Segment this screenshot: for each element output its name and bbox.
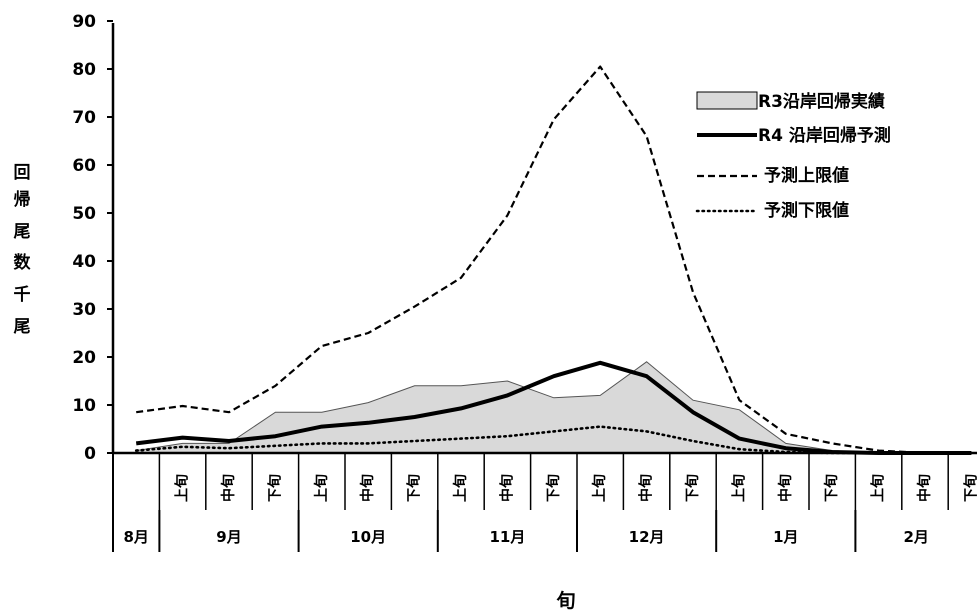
month-label: 11月 xyxy=(489,528,525,546)
y-tick-label: 80 xyxy=(72,60,96,80)
y-tick-label: 0 xyxy=(84,444,96,464)
dekad-label: 下旬 xyxy=(406,474,423,502)
month-label: 9月 xyxy=(216,528,241,546)
y-axis-label-char: 数 xyxy=(14,252,32,273)
y-tick-label: 60 xyxy=(72,156,96,176)
y-tick-label: 10 xyxy=(72,396,96,416)
x-axis-table: 上旬 中旬 下旬 上旬 中旬 下旬 上旬 中旬 下旬 上旬 中旬 下旬 上旬 中旬 下旬 上旬 中旬 下旬 8月 9月… xyxy=(112,453,977,552)
series-area xyxy=(136,361,972,453)
dekad-label: 中旬 xyxy=(220,474,237,502)
y-axis-unit-char: 千 xyxy=(14,285,31,305)
y-tick-label: 20 xyxy=(72,348,96,368)
legend-swatch-area xyxy=(696,91,758,110)
dekad-label: 上旬 xyxy=(174,474,191,502)
y-tick-layer: 0 10 20 30 40 50 60 70 80 90 xyxy=(72,12,113,464)
y-axis-title: 回 帰 尾 数 千 尾 xyxy=(14,163,32,337)
dekad-label: 下旬 xyxy=(823,474,840,502)
month-label: 8月 xyxy=(123,528,148,546)
dekad-label: 上旬 xyxy=(870,474,887,502)
y-axis-label-char: 尾 xyxy=(14,222,31,242)
y-tick-label: 30 xyxy=(72,300,96,320)
dekad-label: 上旬 xyxy=(313,474,330,502)
y-tick-label: 70 xyxy=(72,108,96,128)
legend: R3沿岸回帰実績 R4 沿岸回帰予測 予測上限値 予測下限値 xyxy=(695,91,891,221)
dekad-label: 上旬 xyxy=(452,474,469,502)
month-label: 2月 xyxy=(903,528,928,546)
dekad-label: 上旬 xyxy=(730,474,747,502)
dekad-label: 下旬 xyxy=(962,474,977,502)
month-label: 1月 xyxy=(773,528,798,546)
dekad-label: 中旬 xyxy=(359,474,376,502)
y-tick-label: 50 xyxy=(72,204,96,224)
dekad-label: 下旬 xyxy=(684,474,701,502)
legend-label-r3-actual: R3沿岸回帰実績 xyxy=(758,91,885,112)
dekad-label: 上旬 xyxy=(591,474,608,502)
month-label: 12月 xyxy=(629,528,665,546)
dekad-label: 中旬 xyxy=(498,474,515,502)
legend-label-upper: 予測上限値 xyxy=(764,165,849,186)
dekad-label: 下旬 xyxy=(266,474,283,502)
axis-layer xyxy=(111,23,977,455)
y-tick-label: 90 xyxy=(72,12,96,32)
y-axis-unit-char: 尾 xyxy=(14,317,31,337)
x-axis-title: 旬 xyxy=(556,589,575,612)
legend-label-r4-forecast: R4 沿岸回帰予測 xyxy=(758,125,891,146)
y-axis-label-char: 回 xyxy=(14,163,31,183)
dekad-label: 中旬 xyxy=(638,474,655,502)
dekad-label: 中旬 xyxy=(916,474,933,502)
y-axis-label-char: 帰 xyxy=(14,190,31,210)
month-label: 10月 xyxy=(350,528,386,546)
line-layer xyxy=(134,65,973,455)
series-line-dashed xyxy=(136,65,972,455)
y-tick-label: 40 xyxy=(72,252,96,272)
legend-label-lower: 予測下限値 xyxy=(764,200,849,221)
dekad-label: 中旬 xyxy=(777,474,794,502)
dekad-label: 下旬 xyxy=(545,474,562,502)
